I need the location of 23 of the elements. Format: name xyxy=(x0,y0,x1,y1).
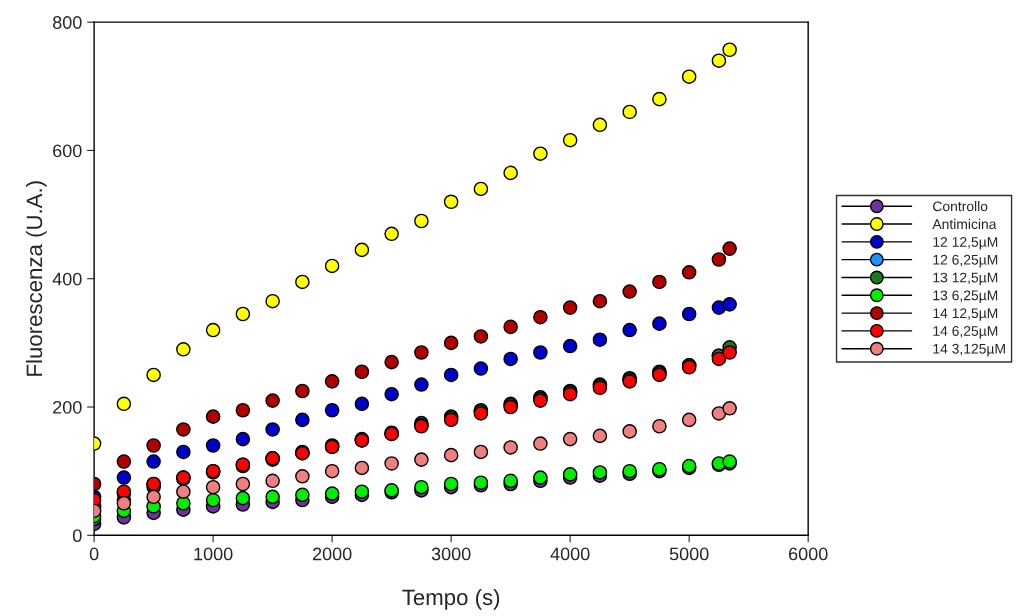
y-tick-label: 0 xyxy=(72,529,82,543)
legend-label: 13 12,5µM xyxy=(933,272,998,286)
y-tick-label: 600 xyxy=(53,144,82,158)
legend-label: Controllo xyxy=(933,201,988,212)
legend-label: 14 3,125µM xyxy=(933,343,1005,357)
x-tick-label: 0 xyxy=(89,547,99,561)
x-tick-label: 3000 xyxy=(431,547,471,561)
y-tick-label: 400 xyxy=(52,272,82,286)
legend-label: 14 6,25µM xyxy=(933,326,998,339)
x-tick-label: 2000 xyxy=(312,547,352,561)
x-tick-label: 4000 xyxy=(550,547,590,561)
x-tick-label: 5000 xyxy=(669,547,709,561)
x-axis-title: Tempo (s) xyxy=(402,588,500,610)
x-tick-label: 6000 xyxy=(789,547,828,561)
y-tick-label: 200 xyxy=(53,400,82,414)
legend-label: 12 12,5µM xyxy=(933,237,998,250)
y-axis-title: Fluorescenza (U.A.) xyxy=(25,181,47,376)
legend-label: Antimicina xyxy=(932,218,997,230)
x-tick-label: 1000 xyxy=(194,547,233,561)
legend-label: 14 12,5µM xyxy=(933,308,998,321)
legend-label: 13 6,25µM xyxy=(933,290,998,304)
legend-label: 12 6,25µM xyxy=(933,254,998,268)
y-tick-label: 800 xyxy=(52,16,82,29)
